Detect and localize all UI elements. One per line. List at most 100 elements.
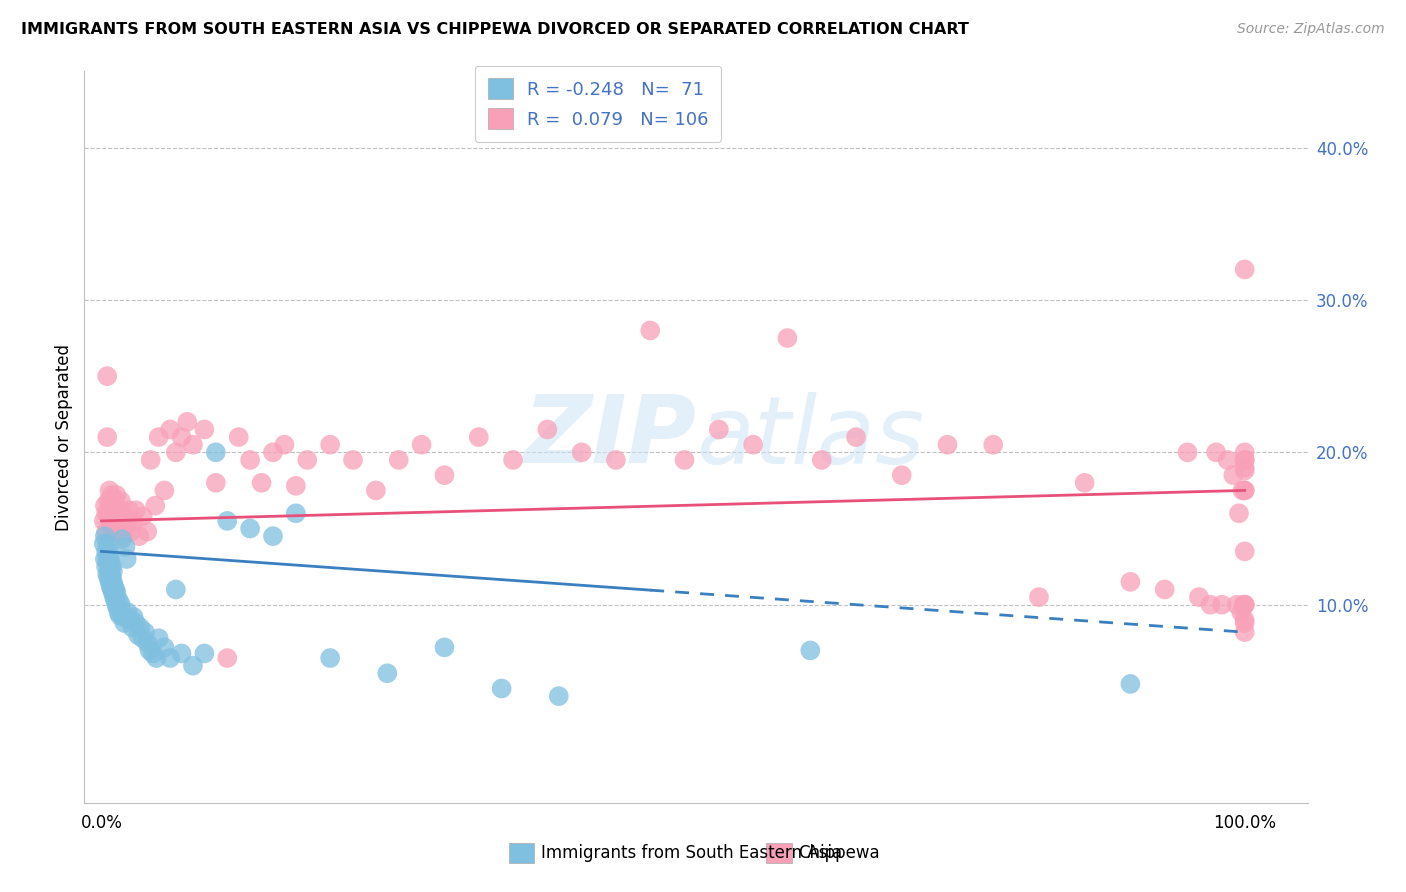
Text: IMMIGRANTS FROM SOUTH EASTERN ASIA VS CHIPPEWA DIVORCED OR SEPARATED CORRELATION: IMMIGRANTS FROM SOUTH EASTERN ASIA VS CH… <box>21 22 969 37</box>
Point <box>262 445 284 459</box>
Point <box>100 514 122 528</box>
Point <box>125 615 148 630</box>
Point <box>115 552 138 566</box>
Point <box>136 636 159 650</box>
Point <box>129 621 152 635</box>
Point <box>605 453 627 467</box>
Point <box>108 518 131 533</box>
Point <box>1233 453 1256 467</box>
Point <box>110 494 132 508</box>
Point <box>239 453 262 467</box>
Point <box>1233 544 1256 558</box>
Point <box>101 585 124 599</box>
Point <box>103 590 125 604</box>
Point <box>1227 506 1250 520</box>
Point <box>411 438 433 452</box>
Point <box>1233 460 1256 475</box>
Point <box>262 529 284 543</box>
Point <box>468 430 491 444</box>
Point <box>107 509 129 524</box>
Point <box>1216 453 1239 467</box>
Point <box>1233 262 1256 277</box>
Point <box>159 422 181 436</box>
Point <box>810 453 832 467</box>
Point <box>205 475 228 490</box>
Point <box>1232 483 1254 498</box>
Point <box>101 564 124 578</box>
Point <box>845 430 868 444</box>
Point <box>1233 453 1256 467</box>
Point <box>97 544 120 558</box>
Point <box>1233 445 1256 459</box>
Y-axis label: Divorced or Separated: Divorced or Separated <box>55 343 73 531</box>
Point <box>342 453 364 467</box>
Point <box>145 651 167 665</box>
Point <box>673 453 696 467</box>
Point <box>205 445 228 459</box>
Point <box>193 647 215 661</box>
Point <box>1028 590 1050 604</box>
Point <box>433 468 456 483</box>
Point <box>165 582 187 597</box>
Point <box>104 494 127 508</box>
Point <box>100 555 122 569</box>
Point <box>1233 613 1256 627</box>
Point <box>101 488 124 502</box>
Point <box>105 585 128 599</box>
Point <box>217 651 239 665</box>
Point <box>96 537 118 551</box>
Point <box>1230 605 1253 619</box>
Point <box>1233 483 1256 498</box>
Point <box>101 509 124 524</box>
Point <box>217 514 239 528</box>
Text: ZIP: ZIP <box>523 391 696 483</box>
Point <box>136 524 159 539</box>
FancyBboxPatch shape <box>509 843 534 863</box>
Point <box>98 549 121 563</box>
Point <box>1119 574 1142 589</box>
Point <box>1233 625 1256 640</box>
Point <box>96 552 118 566</box>
Point <box>131 509 153 524</box>
Point <box>107 593 129 607</box>
Point <box>101 574 124 589</box>
Point <box>433 640 456 655</box>
Legend: R = -0.248   N=  71, R =  0.079   N= 106: R = -0.248 N= 71, R = 0.079 N= 106 <box>475 66 721 142</box>
Point <box>128 529 150 543</box>
Point <box>98 503 121 517</box>
Point <box>1233 598 1256 612</box>
Point <box>571 445 593 459</box>
Point <box>134 625 156 640</box>
Text: atlas: atlas <box>696 392 924 483</box>
Point <box>101 570 124 584</box>
Point <box>100 579 122 593</box>
Point <box>148 632 170 646</box>
Point <box>375 666 398 681</box>
Point <box>93 514 115 528</box>
Point <box>94 552 117 566</box>
Point <box>112 615 135 630</box>
Point <box>120 613 142 627</box>
Point <box>101 524 124 539</box>
Point <box>181 658 204 673</box>
Point <box>104 593 127 607</box>
Point <box>142 647 165 661</box>
Point <box>139 453 162 467</box>
Point <box>153 483 176 498</box>
Point <box>1073 475 1095 490</box>
Point <box>122 610 145 624</box>
Point <box>776 331 799 345</box>
Point <box>273 438 295 452</box>
Point <box>98 483 121 498</box>
Point <box>110 598 132 612</box>
Point <box>120 524 142 539</box>
Point <box>1177 445 1199 459</box>
Point <box>97 509 120 524</box>
Point <box>181 438 204 452</box>
Point <box>122 514 145 528</box>
Point <box>159 651 181 665</box>
Point <box>165 445 187 459</box>
Point <box>94 506 117 520</box>
FancyBboxPatch shape <box>766 843 792 863</box>
Point <box>193 422 215 436</box>
